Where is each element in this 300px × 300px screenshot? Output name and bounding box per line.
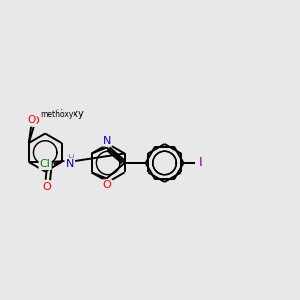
Text: H: H xyxy=(67,154,74,163)
Text: O: O xyxy=(30,116,39,126)
Text: O: O xyxy=(27,115,35,124)
Text: methoxy: methoxy xyxy=(40,110,74,119)
Text: O: O xyxy=(103,180,112,190)
Text: Cl: Cl xyxy=(40,159,51,169)
Text: methoxy: methoxy xyxy=(41,109,84,119)
Text: N: N xyxy=(103,136,111,146)
Text: I: I xyxy=(199,157,203,169)
Text: N: N xyxy=(65,159,74,169)
Text: O: O xyxy=(43,182,52,192)
